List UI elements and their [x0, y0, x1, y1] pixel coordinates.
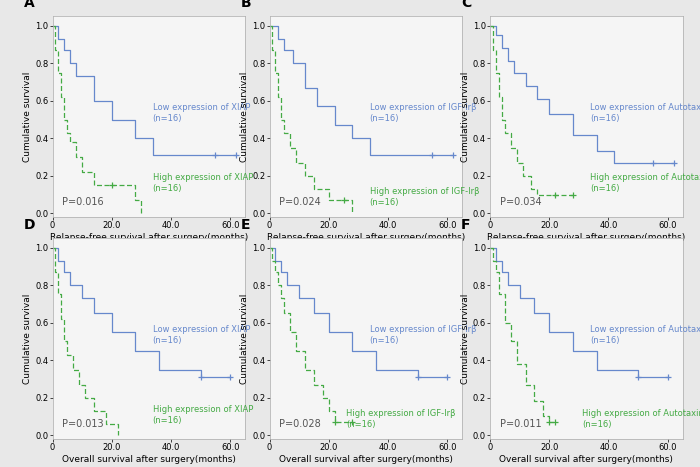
X-axis label: Relapse-free survival after surgery(months): Relapse-free survival after surgery(mont… — [50, 233, 248, 242]
Text: Low expression of XIAP
(n=16): Low expression of XIAP (n=16) — [153, 103, 250, 123]
Text: High expression of IGF-Irβ
(n=16): High expression of IGF-Irβ (n=16) — [346, 409, 456, 429]
Text: E: E — [241, 218, 250, 232]
Text: P=0.034: P=0.034 — [500, 197, 541, 207]
Text: B: B — [241, 0, 251, 10]
Text: Low expression of IGF-Irβ
(n=16): Low expression of IGF-Irβ (n=16) — [370, 103, 476, 123]
Text: P=0.011: P=0.011 — [500, 419, 541, 429]
X-axis label: Relapse-free survival after surgery(months): Relapse-free survival after surgery(mont… — [267, 233, 465, 242]
Y-axis label: Cumulative survival: Cumulative survival — [461, 293, 470, 384]
Text: Low expression of Autotaxin
(n=16): Low expression of Autotaxin (n=16) — [590, 103, 700, 123]
Text: C: C — [461, 0, 471, 10]
Text: F: F — [461, 218, 470, 232]
Y-axis label: Cumulative survival: Cumulative survival — [23, 71, 32, 162]
Text: High expression of XIAP
(n=16): High expression of XIAP (n=16) — [153, 405, 253, 425]
Text: P=0.028: P=0.028 — [279, 419, 321, 429]
Y-axis label: Cumulative survival: Cumulative survival — [240, 71, 249, 162]
Y-axis label: Cumulative survival: Cumulative survival — [461, 71, 470, 162]
Text: Low expression of Autotaxin
(n=16): Low expression of Autotaxin (n=16) — [590, 325, 700, 345]
Text: Low expression of IGF-Irβ
(n=16): Low expression of IGF-Irβ (n=16) — [370, 325, 476, 345]
Text: High expression of Autotaxin
(n=16): High expression of Autotaxin (n=16) — [590, 173, 700, 193]
Y-axis label: Cumulative survival: Cumulative survival — [23, 293, 32, 384]
Text: High expression of Autotaxin
(n=16): High expression of Autotaxin (n=16) — [582, 409, 700, 429]
X-axis label: Overall survival after surgery(months): Overall survival after surgery(months) — [499, 455, 673, 464]
X-axis label: Overall survival after surgery(months): Overall survival after surgery(months) — [279, 455, 453, 464]
Y-axis label: Cumulative survival: Cumulative survival — [240, 293, 249, 384]
X-axis label: Relapse-free survival after surgery(months): Relapse-free survival after surgery(mont… — [487, 233, 685, 242]
Text: P=0.013: P=0.013 — [62, 419, 104, 429]
X-axis label: Overall survival after surgery(months): Overall survival after surgery(months) — [62, 455, 236, 464]
Text: High expression of IGF-Irβ
(n=16): High expression of IGF-Irβ (n=16) — [370, 187, 479, 207]
Text: Low expression of XIAP
(n=16): Low expression of XIAP (n=16) — [153, 325, 250, 345]
Text: P=0.024: P=0.024 — [279, 197, 321, 207]
Text: D: D — [24, 218, 35, 232]
Text: P=0.016: P=0.016 — [62, 197, 104, 207]
Text: High expression of XIAP
(n=16): High expression of XIAP (n=16) — [153, 173, 253, 193]
Text: A: A — [24, 0, 34, 10]
